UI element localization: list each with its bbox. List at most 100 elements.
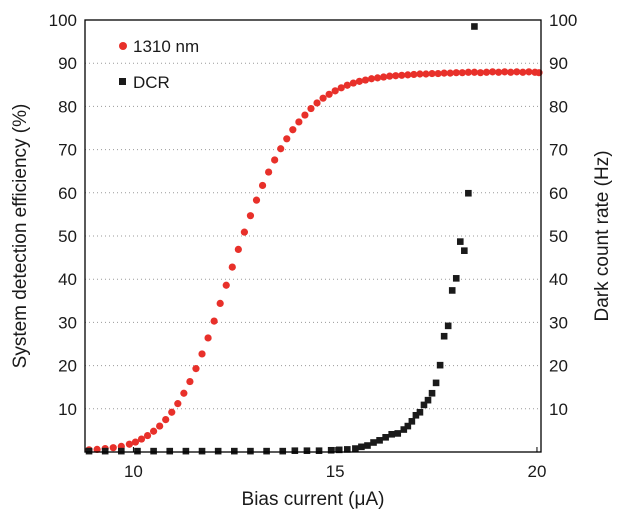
legend: 1310 nm DCR — [119, 37, 199, 92]
point-1310nm — [198, 350, 206, 358]
point-1310nm — [125, 440, 133, 448]
point-1310nm — [410, 70, 418, 79]
point-1310nm — [180, 389, 188, 397]
point-dcr — [408, 418, 416, 425]
y-tick-left: 30 — [58, 313, 77, 332]
point-1310nm — [476, 69, 485, 77]
point-dcr — [465, 189, 472, 197]
point-1310nm — [150, 427, 158, 435]
point-dcr — [432, 379, 440, 387]
y-axis-label-left: System detection efficiency (%) — [10, 104, 31, 369]
y-tick-right: 50 — [549, 227, 568, 246]
point-dcr — [416, 408, 424, 416]
point-1310nm — [210, 317, 218, 325]
point-1310nm — [343, 81, 351, 89]
point-1310nm — [361, 76, 370, 84]
point-1310nm — [277, 145, 285, 153]
point-dcr — [315, 447, 323, 455]
point-1310nm — [422, 70, 430, 78]
point-dcr — [352, 445, 359, 452]
x-tick: 20 — [528, 462, 547, 481]
series-1310nm — [85, 68, 543, 454]
point-1310nm — [525, 68, 533, 76]
point-dcr — [461, 247, 468, 254]
point-1310nm — [380, 73, 388, 81]
point-1310nm — [295, 118, 303, 126]
point-1310nm — [440, 69, 448, 77]
point-dcr — [335, 446, 343, 454]
point-dcr — [448, 287, 456, 294]
point-dcr — [394, 430, 402, 437]
gridlines — [85, 62, 541, 410]
point-dcr — [424, 396, 432, 404]
point-1310nm — [392, 72, 400, 80]
point-dcr — [198, 447, 206, 455]
point-dcr — [456, 238, 464, 245]
x-tick: 10 — [124, 462, 143, 481]
point-1310nm — [131, 438, 140, 446]
point-1310nm — [404, 71, 412, 79]
point-1310nm — [464, 68, 472, 76]
point-1310nm — [156, 422, 164, 430]
point-dcr — [376, 437, 383, 444]
point-dcr — [404, 422, 412, 430]
point-1310nm — [458, 69, 466, 77]
point-dcr — [420, 401, 428, 409]
point-1310nm — [271, 156, 279, 164]
y-tick-left: 90 — [58, 54, 77, 73]
point-1310nm — [373, 74, 382, 82]
point-dcr — [436, 361, 444, 369]
point-dcr — [85, 447, 93, 455]
y-axis-label-right: Dark count rate (Hz) — [592, 150, 613, 321]
point-dcr — [101, 447, 109, 455]
point-1310nm — [204, 334, 212, 342]
y-tick-left: 50 — [58, 227, 77, 246]
y-tick-left: 20 — [58, 357, 77, 376]
legend-marker-1310nm — [119, 42, 127, 50]
point-1310nm — [174, 400, 182, 408]
y-tick-right: 30 — [549, 313, 568, 332]
y-tick-right: 60 — [549, 184, 568, 203]
point-dcr — [263, 447, 270, 455]
point-dcr — [134, 447, 141, 455]
point-dcr — [428, 389, 436, 397]
point-dcr — [412, 411, 420, 419]
point-dcr — [452, 275, 460, 282]
point-dcr — [247, 447, 254, 455]
point-1310nm — [501, 68, 509, 76]
x-axis-label: Bias current (μA) — [242, 489, 385, 510]
point-1310nm — [428, 69, 436, 78]
y-tick-left: 100 — [49, 11, 77, 30]
point-dcr — [444, 322, 452, 330]
y-tick-right: 40 — [549, 270, 568, 289]
point-1310nm — [513, 68, 521, 76]
point-1310nm — [519, 68, 527, 76]
y-tick-right: 80 — [549, 97, 568, 116]
point-1310nm — [307, 104, 315, 113]
point-1310nm — [319, 94, 327, 102]
point-dcr — [400, 426, 408, 433]
point-dcr — [182, 447, 190, 455]
point-1310nm — [246, 212, 255, 220]
point-1310nm — [137, 435, 146, 443]
point-dcr — [214, 447, 222, 455]
legend-label-dcr: DCR — [133, 73, 170, 92]
point-1310nm — [482, 68, 491, 76]
y-tick-left: 60 — [58, 184, 77, 203]
point-dcr — [231, 447, 238, 455]
point-1310nm — [252, 196, 261, 204]
point-dcr — [303, 447, 311, 455]
point-1310nm — [349, 79, 357, 87]
y-tick-left: 80 — [58, 97, 77, 116]
point-1310nm — [143, 431, 152, 440]
y-tick-left: 70 — [58, 141, 77, 160]
y-tick-right: 10 — [549, 400, 568, 419]
point-1310nm — [434, 69, 442, 78]
point-1310nm — [234, 245, 242, 253]
point-1310nm — [222, 281, 230, 289]
point-1310nm — [216, 299, 224, 307]
point-1310nm — [240, 228, 248, 236]
point-1310nm — [162, 416, 170, 424]
legend-marker-dcr — [119, 78, 126, 85]
